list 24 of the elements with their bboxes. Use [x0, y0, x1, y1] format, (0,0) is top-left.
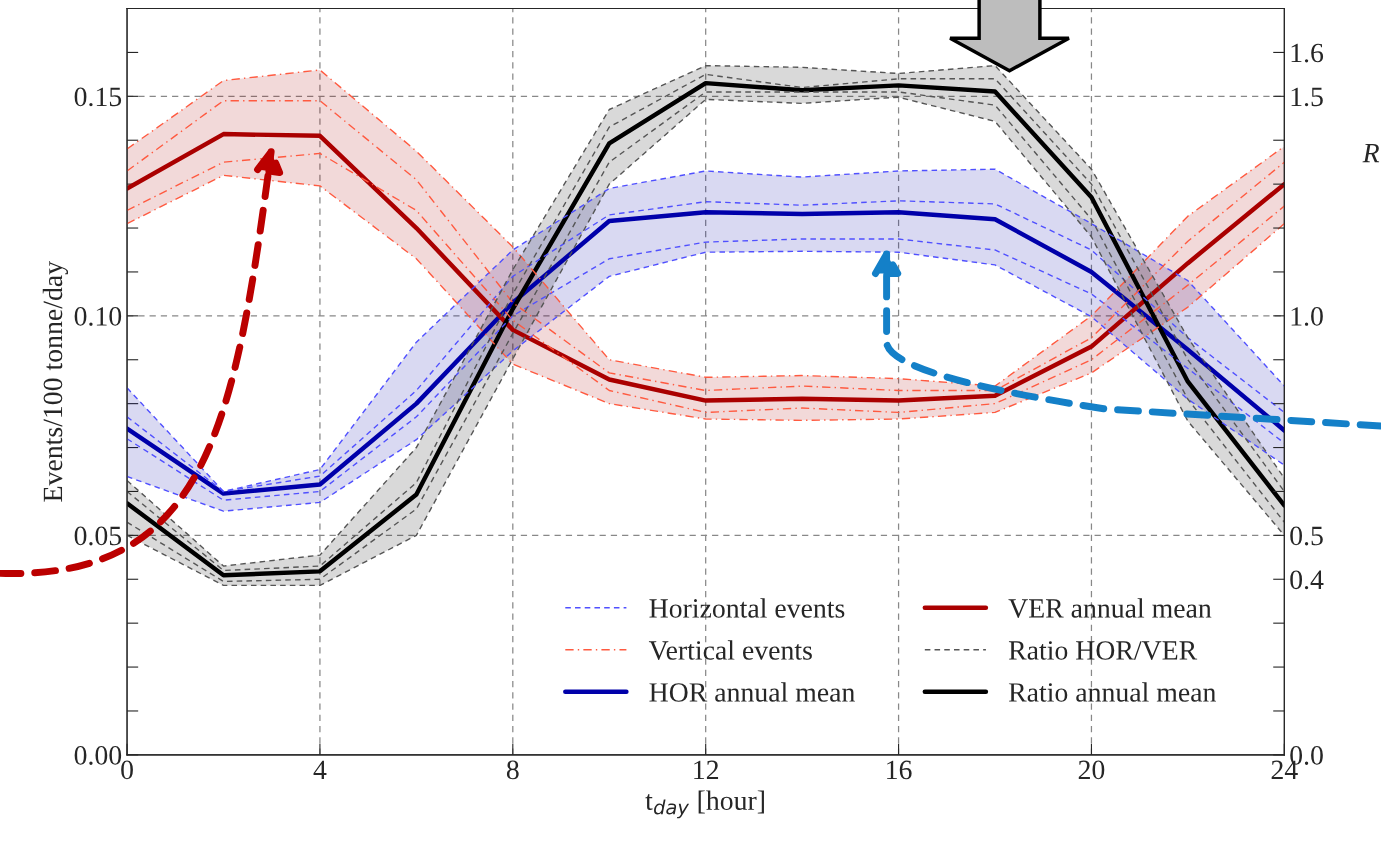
y-axis-title: Events/100 tonne/day [42, 261, 69, 502]
y-tick-label: 0.05 [74, 526, 122, 546]
y2-tick-label: 1.5 [1291, 87, 1323, 107]
y-tick-label: 0.00 [74, 746, 122, 765]
x-tick-label: 8 [506, 760, 519, 780]
legend-label: VER annual mean [1008, 598, 1212, 618]
y2-tick-label: 0.5 [1290, 526, 1323, 546]
x-axis-title: t$_{day}$ [hour] [645, 790, 764, 819]
legend-label: HOR annual mean [649, 682, 855, 702]
legend-label: Horizontal events [649, 598, 845, 618]
y-tick-label: 0.15 [74, 87, 122, 107]
x-tick-label: 20 [1078, 760, 1105, 780]
legend-label: Vertical events [648, 640, 812, 660]
y2-tick-label: 1.6 [1291, 43, 1324, 63]
y2-axis-title: R [1362, 143, 1380, 163]
y-tick-label: 0.10 [74, 307, 122, 326]
y2-tick-label: 0.4 [1290, 570, 1324, 590]
y2-tick-label: 1.0 [1291, 307, 1323, 326]
x-tick-label: 16 [887, 760, 912, 780]
x-tick-label: 4 [313, 760, 327, 780]
x-tick-label: 0 [121, 760, 133, 780]
legend-label: Ratio annual mean [1008, 682, 1216, 702]
legend-label: Ratio HOR/VER [1008, 641, 1198, 660]
x-tick-label: 12 [694, 760, 719, 780]
